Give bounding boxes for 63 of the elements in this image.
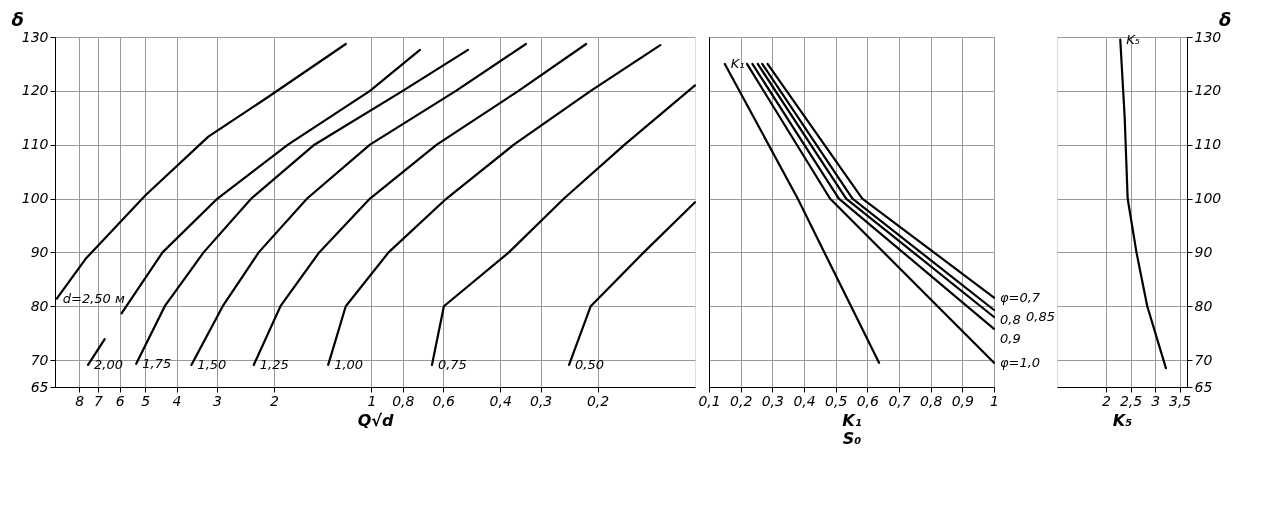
x-tick-label: 8	[75, 392, 85, 409]
series-label: φ=1,0	[1000, 354, 1041, 370]
y2-tick-label: 100	[1194, 190, 1222, 207]
x-tick-label: 0,7	[888, 392, 911, 409]
x-tick-label: 1	[990, 392, 999, 409]
x-tick-label: 0,4	[489, 392, 512, 409]
x-tick-label: 3	[1151, 392, 1161, 409]
x-tick-label: 2	[1102, 392, 1112, 409]
y2-tick-label: 80	[1194, 297, 1213, 314]
x-tick-label: 5	[141, 392, 151, 409]
y-axis-title: δ	[11, 8, 24, 30]
x-tick-label: 0,3	[761, 392, 784, 409]
y-tick-label: 120	[21, 82, 49, 99]
x-axis-title: Q√d	[357, 410, 394, 430]
y-tick-label: 70	[30, 351, 49, 368]
x-tick-label: 0,2	[730, 392, 753, 409]
series-label: 1,50	[197, 356, 227, 372]
x-tick-label: 0,6	[432, 392, 455, 409]
series-label: 1,75	[142, 355, 172, 371]
series-label: 1,25	[259, 356, 289, 372]
x-tick-label: 0,4	[793, 392, 816, 409]
y-tick-label: 90	[30, 243, 49, 260]
series-label: d=2,50 м	[62, 290, 126, 306]
series-label: 1,00	[334, 356, 364, 372]
series-label: 0,50	[575, 356, 605, 372]
series-label: 2,00	[94, 356, 123, 372]
x-tick-label: 2,5	[1119, 392, 1143, 409]
x-tick-label: 4	[172, 392, 182, 409]
x-tick-label: 0,1	[698, 392, 721, 409]
series-label: 0,9	[1000, 330, 1021, 346]
series-label: K₅	[1126, 31, 1141, 47]
y2-tick-label: 65	[1194, 378, 1213, 395]
x-tick-label: 0,5	[825, 392, 848, 409]
text: 0,85	[1026, 309, 1055, 324]
x-tick-label: 0,2	[586, 392, 610, 409]
y2-tick-label: 110	[1194, 136, 1222, 153]
x-tick-label: 3	[213, 392, 222, 409]
x-tick-label: 7	[93, 392, 103, 409]
x-tick-label: 1	[367, 392, 377, 409]
y-tick-label: 130	[21, 28, 49, 45]
y2-tick-label: 90	[1194, 243, 1213, 260]
x-tick-label: 2	[270, 392, 280, 409]
y2-tick-label: 70	[1194, 351, 1213, 368]
y-tick-label: 65	[30, 378, 49, 395]
x-tick-label: 0,8	[392, 392, 415, 409]
y-tick-label: 110	[21, 136, 49, 153]
y-tick-label: 80	[30, 297, 49, 314]
y-tick-label: 100	[21, 190, 49, 207]
x-tick-label: 0,3	[529, 392, 553, 409]
series-label: 0,75	[437, 356, 467, 372]
x-tick-label: 0,6	[856, 392, 880, 409]
series-label: φ=0,7	[1000, 289, 1041, 305]
y2-tick-label: 130	[1194, 28, 1222, 45]
x-tick-label: 3,5	[1169, 392, 1192, 409]
x-axis-title: K₁ S₀	[842, 410, 862, 448]
y2-axis-title: δ	[1219, 8, 1232, 30]
x-tick-label: 0,9	[951, 392, 975, 409]
y2-tick-label: 120	[1194, 82, 1222, 99]
x-axis-title: K₅	[1112, 410, 1133, 430]
x-tick-label: 6	[115, 392, 125, 409]
series-label: 0,8	[1000, 312, 1021, 327]
x-tick-label: 0,8	[920, 392, 943, 409]
series-label: K₁	[730, 55, 745, 71]
